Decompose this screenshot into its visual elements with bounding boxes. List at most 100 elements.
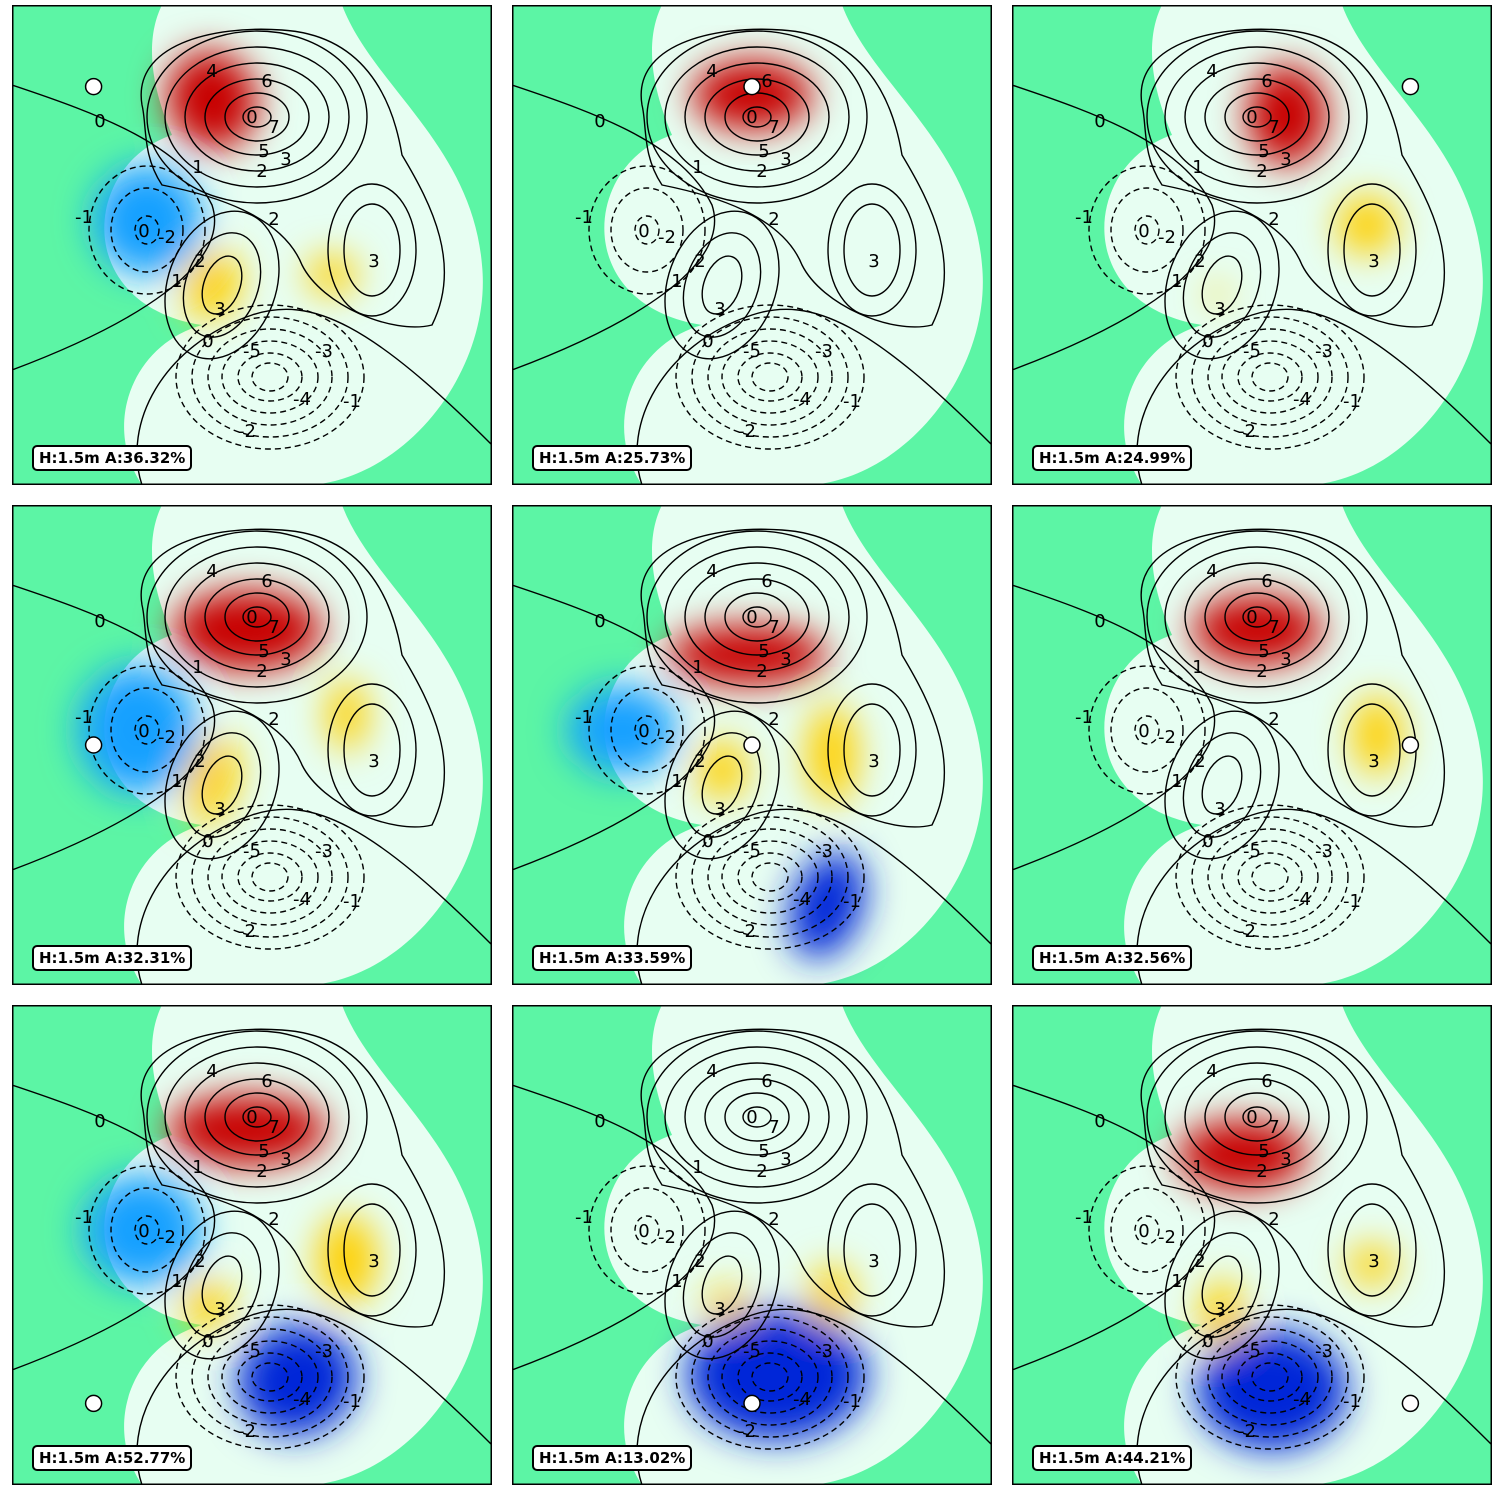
contour-label: -2 — [1238, 421, 1256, 442]
contour-label: 3 — [868, 251, 879, 272]
contour-label: 5 — [258, 1141, 269, 1162]
contour-label: 3 — [1214, 299, 1225, 320]
neutral-region — [604, 505, 983, 985]
contour-label: 3 — [368, 1251, 379, 1272]
contour-label: 2 — [1268, 209, 1279, 230]
contour-label: 1 — [192, 1157, 203, 1178]
contour-label: 0 — [1138, 221, 1149, 242]
contour-label: -5 — [1243, 841, 1261, 862]
contour-left-trough — [1134, 1215, 1160, 1245]
contour-lines — [512, 28, 992, 485]
contour-label: 3 — [280, 149, 291, 170]
contour-zero-bottom — [136, 808, 492, 985]
contour-label: 0 — [638, 221, 649, 242]
contour-label: 2 — [256, 1161, 267, 1182]
overlay-patch-warm — [182, 1280, 232, 1330]
contour-peak — [1146, 30, 1368, 204]
contour-label: -2 — [158, 727, 176, 748]
contour-label: 3 — [868, 1251, 879, 1272]
overlay-patch-warm — [307, 255, 357, 295]
contour-bottom-trough — [737, 352, 803, 402]
contour-label: 2 — [1256, 661, 1267, 682]
contour-bottom-trough — [221, 840, 319, 914]
contour-peak — [724, 592, 790, 642]
contour-bottom-trough — [707, 328, 833, 426]
contour-label: -2 — [658, 1227, 676, 1248]
contour-bottom-trough — [751, 1362, 789, 1392]
contour-left-trough — [610, 187, 684, 273]
contour-label: 2 — [1268, 1209, 1279, 1230]
contour-label: 0 — [1138, 1221, 1149, 1242]
contour-bottom-trough — [1175, 804, 1365, 950]
contour-right-lobe — [327, 1183, 417, 1317]
contour-label: -1 — [343, 391, 361, 412]
contour-zero-bottom — [636, 808, 992, 985]
contour-bottom-trough — [737, 852, 803, 902]
contour-peak — [204, 1078, 310, 1156]
contour-label: 3 — [368, 751, 379, 772]
contour-right-lobe — [843, 1203, 901, 1297]
contour-label: 0 — [638, 1221, 649, 1242]
contour-right-lobe — [1343, 203, 1401, 297]
contour-left-trough — [1110, 187, 1184, 273]
contour-label: 3 — [214, 1299, 225, 1320]
contour-zero-left — [1012, 584, 1216, 871]
contour-bottom-trough — [721, 340, 819, 414]
overlay-patch-warm — [1207, 285, 1227, 305]
contour-label: -4 — [293, 1389, 311, 1410]
contour-peak — [242, 606, 272, 628]
contour-label: 2 — [694, 1251, 705, 1272]
contour-zero-bottom — [636, 308, 992, 485]
contour-small-lobe — [701, 755, 743, 815]
panel-frame — [1012, 505, 1492, 985]
contour-left-trough — [588, 165, 706, 295]
contour-left-trough — [110, 187, 184, 273]
contour-lines — [512, 528, 992, 985]
contour-label: 2 — [268, 709, 279, 730]
contour-label: 0 — [246, 1107, 257, 1128]
contour-label: 0 — [94, 111, 105, 132]
panel-frame — [512, 1005, 992, 1485]
contour-left-trough — [610, 687, 684, 773]
contour-panel: 4 6 7 5 3 2 1 0 2 3 -1 -2 0 2 3 1 0 -5 -3 -4 -2 -1 0 H:1.5m A:5… — [12, 1005, 492, 1485]
overlay-patch-cold — [789, 851, 865, 959]
contour-bottom-trough — [175, 804, 365, 950]
contour-left-trough — [634, 215, 660, 245]
contour-bottom-trough — [1191, 316, 1349, 438]
contour-label: 0 — [1246, 1107, 1257, 1128]
contour-bottom-trough — [691, 1316, 849, 1438]
contour-peak — [646, 530, 868, 704]
contour-label: 3 — [1280, 649, 1291, 670]
contour-bottom-trough — [1251, 1362, 1289, 1392]
contour-bottom-trough — [251, 362, 289, 392]
contour-label: 0 — [594, 611, 605, 632]
contour-bottom-trough — [675, 1304, 865, 1450]
contour-label: -4 — [793, 1389, 811, 1410]
contour-label: 6 — [1261, 571, 1272, 592]
contour-peak — [742, 1106, 772, 1128]
contour-left-trough — [134, 715, 160, 745]
contour-label: -1 — [1343, 1391, 1361, 1412]
contour-label: 2 — [768, 209, 779, 230]
contour-outer — [1140, 528, 1446, 828]
contour-label: 5 — [1258, 641, 1269, 662]
contour-bottom-trough — [221, 1340, 319, 1414]
contour-label: 1 — [1171, 1271, 1182, 1292]
contour-peak — [146, 1030, 368, 1204]
overlay-patch-cool — [567, 685, 677, 775]
contour-label: -3 — [315, 1341, 333, 1362]
contour-lines — [12, 528, 492, 985]
contour-peak — [164, 46, 350, 188]
contour-label: 3 — [280, 1149, 291, 1170]
overlay-patch-warm — [697, 740, 747, 800]
contour-label: 0 — [746, 607, 757, 628]
contour-peak — [146, 30, 368, 204]
contour-zero-left — [12, 584, 216, 871]
contour-label: -2 — [1238, 1421, 1256, 1442]
